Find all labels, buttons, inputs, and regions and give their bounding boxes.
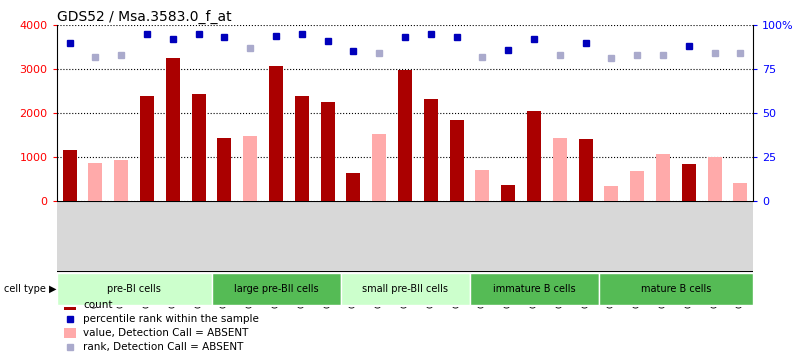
Text: percentile rank within the sample: percentile rank within the sample	[83, 314, 259, 324]
Text: pre-BI cells: pre-BI cells	[107, 284, 161, 294]
Bar	[243, 136, 258, 201]
Bar	[398, 70, 412, 201]
Bar	[295, 96, 309, 201]
Bar	[140, 96, 154, 201]
Bar	[552, 137, 567, 201]
Text: count: count	[83, 300, 113, 310]
FancyBboxPatch shape	[340, 273, 470, 305]
FancyBboxPatch shape	[57, 273, 211, 305]
Bar	[88, 163, 103, 201]
Bar	[372, 134, 386, 201]
Bar	[64, 328, 76, 338]
Bar	[191, 95, 206, 201]
Bar	[217, 139, 232, 201]
Bar	[682, 164, 696, 201]
Text: small pre-BII cells: small pre-BII cells	[362, 284, 448, 294]
Bar	[347, 173, 360, 201]
Bar	[166, 57, 180, 201]
Bar	[501, 185, 515, 201]
Bar	[475, 170, 489, 201]
Bar	[733, 183, 748, 201]
FancyBboxPatch shape	[599, 273, 753, 305]
Text: large pre-BII cells: large pre-BII cells	[234, 284, 318, 294]
Text: value, Detection Call = ABSENT: value, Detection Call = ABSENT	[83, 328, 249, 338]
FancyBboxPatch shape	[211, 273, 340, 305]
Bar	[62, 150, 77, 201]
Bar	[527, 111, 541, 201]
Bar	[578, 139, 593, 201]
Bar	[656, 154, 670, 201]
Bar	[64, 300, 76, 310]
FancyBboxPatch shape	[470, 273, 599, 305]
Bar	[604, 186, 619, 201]
Bar	[269, 66, 284, 201]
Text: immature B cells: immature B cells	[492, 284, 575, 294]
Text: cell type ▶: cell type ▶	[4, 284, 57, 294]
Bar	[707, 156, 722, 201]
Bar	[450, 120, 463, 201]
Bar	[424, 99, 438, 201]
Bar	[630, 171, 644, 201]
Bar	[114, 160, 128, 201]
Bar	[321, 102, 335, 201]
Text: rank, Detection Call = ABSENT: rank, Detection Call = ABSENT	[83, 342, 244, 352]
Text: GDS52 / Msa.3583.0_f_at: GDS52 / Msa.3583.0_f_at	[57, 10, 232, 24]
Text: mature B cells: mature B cells	[641, 284, 711, 294]
